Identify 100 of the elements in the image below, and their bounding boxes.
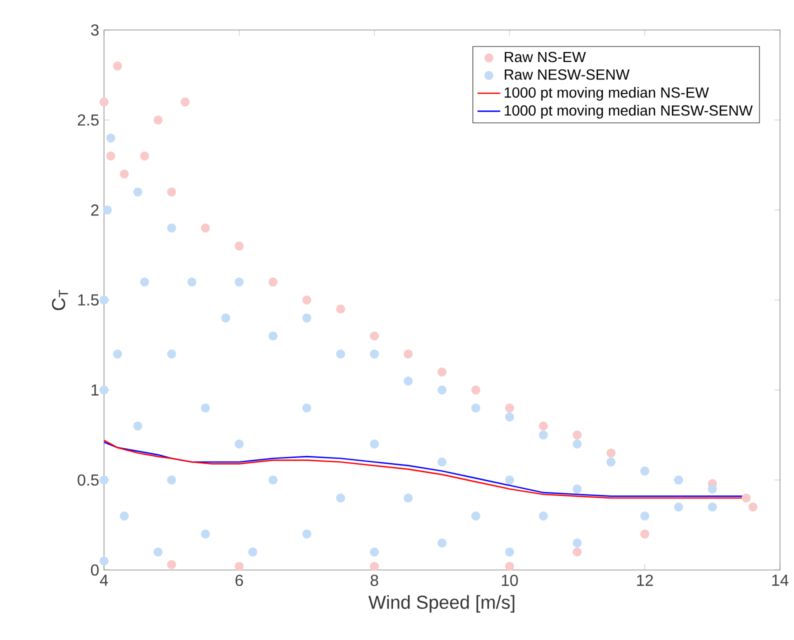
point: [112, 61, 122, 71]
point: [99, 475, 109, 485]
point: [437, 385, 447, 395]
y-tick-label: 2: [91, 204, 98, 216]
x-tick-label: 10: [502, 574, 518, 586]
point: [404, 349, 413, 359]
point: [154, 115, 163, 125]
y-tick-label: 3: [91, 24, 99, 36]
point: [606, 457, 616, 467]
point: [106, 133, 116, 143]
point: [471, 511, 480, 521]
point: [234, 439, 244, 449]
y-tick-label: 1: [92, 384, 99, 396]
point: [248, 547, 258, 557]
x-tick-label: 8: [370, 574, 378, 586]
point: [167, 187, 176, 197]
point: [268, 475, 278, 485]
point: [200, 529, 210, 539]
point: [140, 277, 150, 287]
point: [572, 484, 582, 494]
point: [640, 511, 650, 521]
point: [370, 439, 379, 449]
point: [120, 511, 129, 521]
point: [336, 493, 346, 503]
point: [505, 562, 514, 571]
point: [120, 169, 129, 179]
point: [505, 403, 514, 413]
point: [336, 304, 346, 314]
point: [708, 502, 717, 512]
point: [187, 277, 196, 287]
point: [572, 547, 582, 557]
point: [437, 457, 447, 467]
point: [268, 277, 278, 287]
point: [572, 439, 582, 449]
point: [538, 511, 548, 521]
point: [167, 349, 176, 359]
x-tick-label: 6: [236, 574, 243, 586]
point: [748, 502, 758, 512]
point: [674, 502, 684, 512]
point: [404, 376, 413, 386]
point: [234, 562, 244, 571]
legend-label: 1000 pt moving median NS-EW: [504, 86, 709, 101]
point: [302, 403, 312, 413]
point: [268, 331, 278, 341]
point: [133, 421, 142, 431]
point: [370, 562, 379, 571]
legend-label: Raw NESW-SENW: [504, 69, 630, 80]
point: [471, 403, 480, 413]
point: [336, 349, 346, 359]
point: [471, 385, 480, 395]
point: [167, 223, 176, 233]
point: [370, 349, 379, 359]
y-tick-label: 2.5: [78, 114, 99, 126]
point: [140, 151, 150, 161]
point: [99, 97, 109, 107]
x-tick-label: 12: [637, 574, 653, 586]
point: [572, 430, 582, 440]
point: [167, 475, 176, 485]
point: [572, 538, 582, 548]
point: [102, 205, 112, 215]
point: [505, 547, 514, 557]
point: [112, 349, 122, 359]
point: [742, 493, 751, 503]
point: [404, 493, 413, 503]
x-axis-title: Wind Speed [m/s]: [368, 595, 514, 613]
y-axis-title: C$_{T}$: [52, 290, 68, 310]
point: [538, 430, 548, 440]
legend-label: 1000 pt moving median NESW-SENW: [504, 104, 753, 119]
point: [180, 97, 190, 107]
point: [133, 187, 142, 197]
point: [234, 277, 244, 287]
point: [167, 560, 176, 570]
point: [200, 223, 210, 233]
legend-label: Raw NS-EW: [504, 52, 586, 62]
point: [99, 295, 109, 305]
point: [106, 151, 116, 161]
point: [99, 556, 109, 566]
point: [99, 385, 109, 395]
point: [708, 484, 717, 494]
point: [437, 538, 447, 548]
point: [234, 241, 244, 251]
point: [538, 421, 548, 431]
point: [154, 547, 163, 557]
x-tick-label: 14: [772, 574, 788, 586]
point: [302, 529, 312, 539]
y-tick-label: 0: [91, 564, 99, 576]
point: [505, 412, 514, 422]
point: [505, 475, 514, 485]
point: [302, 295, 312, 305]
point: [302, 313, 312, 323]
point: [370, 331, 379, 341]
point: [640, 529, 650, 539]
point: [437, 367, 447, 377]
point: [606, 448, 616, 458]
point: [200, 403, 210, 413]
x-tick-label: 4: [100, 574, 108, 586]
point: [221, 313, 230, 323]
y-tick-label: 1.5: [78, 294, 99, 306]
point: [370, 547, 379, 557]
y-tick-label: 0.5: [78, 474, 99, 486]
